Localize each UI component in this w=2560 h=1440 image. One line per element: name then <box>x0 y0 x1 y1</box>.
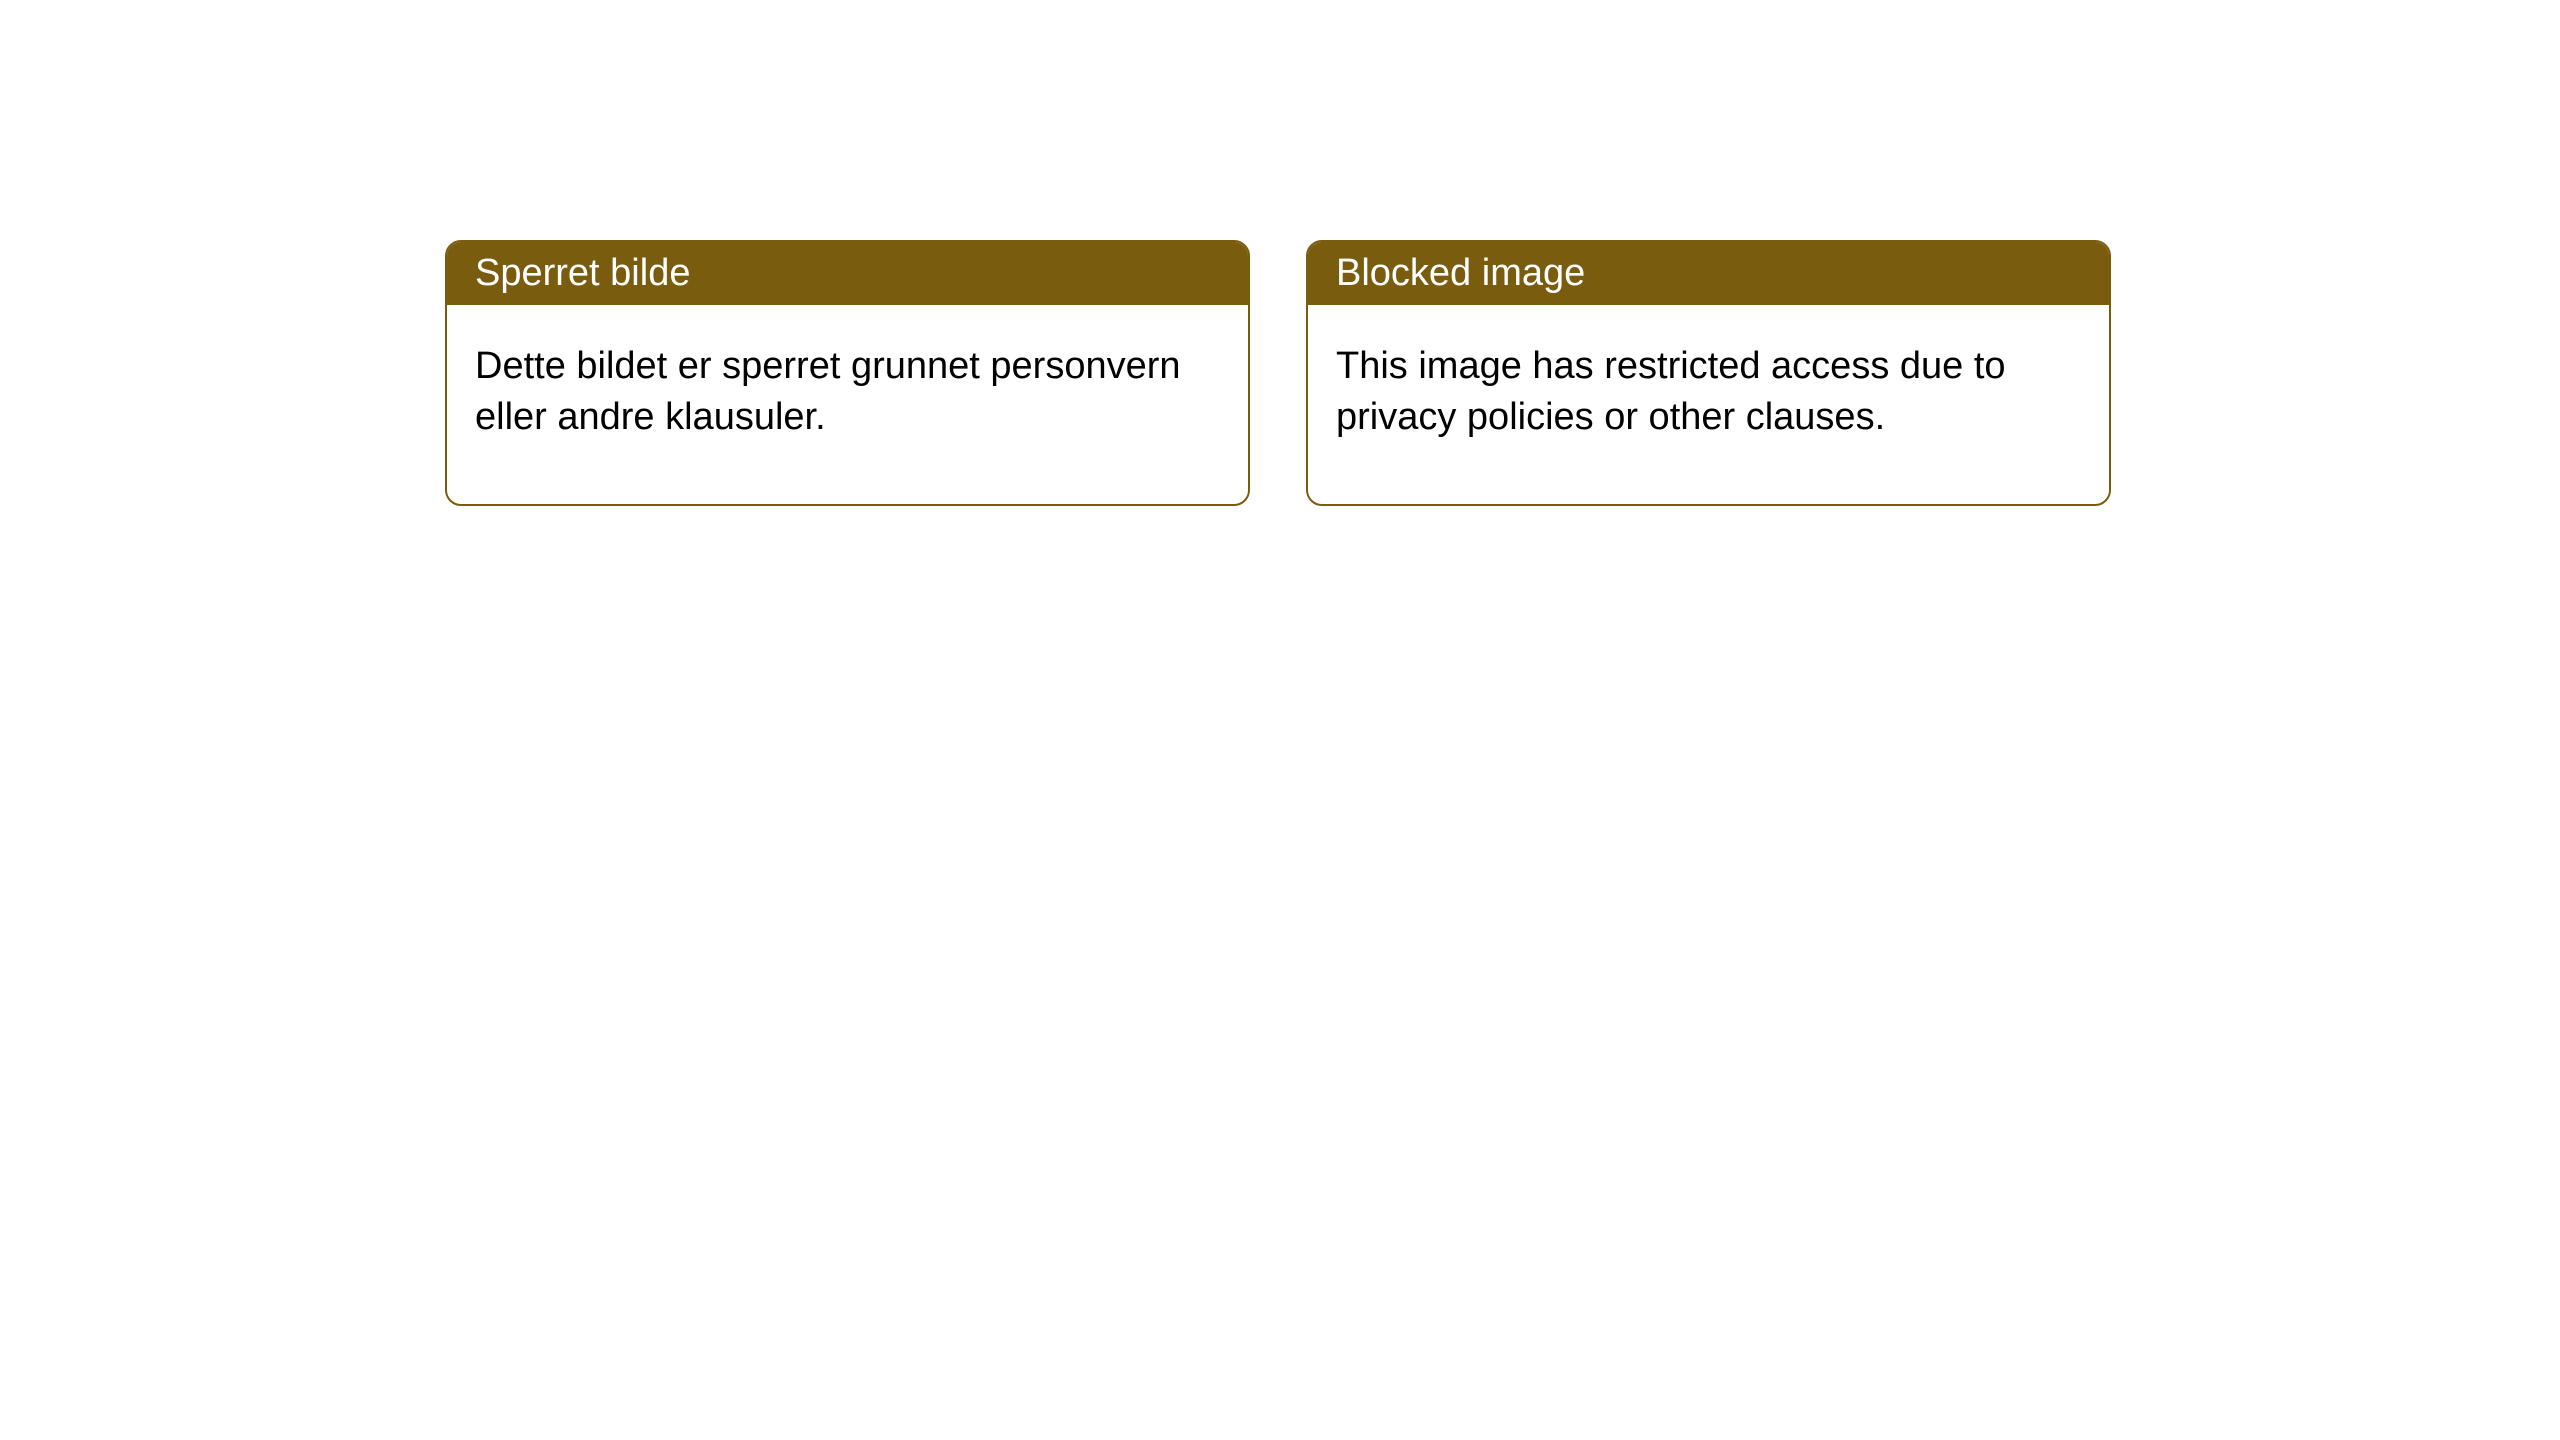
notice-header-english: Blocked image <box>1308 242 2109 305</box>
notice-cards-container: Sperret bilde Dette bildet er sperret gr… <box>445 240 2560 506</box>
notice-body-norwegian: Dette bildet er sperret grunnet personve… <box>447 305 1248 504</box>
notice-text: This image has restricted access due to … <box>1336 345 2006 438</box>
notice-title: Blocked image <box>1336 252 1585 294</box>
notice-text: Dette bildet er sperret grunnet personve… <box>475 345 1181 438</box>
notice-header-norwegian: Sperret bilde <box>447 242 1248 305</box>
notice-card-english: Blocked image This image has restricted … <box>1306 240 2111 506</box>
notice-card-norwegian: Sperret bilde Dette bildet er sperret gr… <box>445 240 1250 506</box>
notice-body-english: This image has restricted access due to … <box>1308 305 2109 504</box>
notice-title: Sperret bilde <box>475 252 690 294</box>
